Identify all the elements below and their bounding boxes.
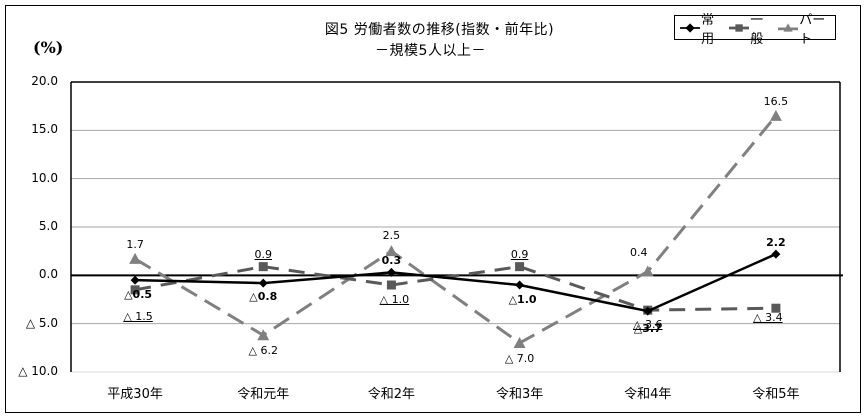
series-layer: [129, 109, 782, 348]
data-label: △3.7: [633, 322, 662, 336]
y-axis-unit-label: (%): [33, 38, 64, 57]
data-label: △ 3.4: [753, 311, 783, 325]
series-line-1: [134, 265, 776, 312]
data-label: 2.5: [382, 229, 401, 243]
data-label: 0.4: [630, 246, 648, 260]
data-label: 0.3: [381, 254, 402, 268]
square-marker-icon: [130, 285, 140, 295]
data-label: △ 6.2: [248, 344, 278, 358]
y-tick-label: △ 10.0: [18, 364, 58, 378]
data-label: 0.9: [510, 247, 529, 261]
data-label: △ 3.6: [633, 318, 663, 332]
square-marker-icon: [729, 23, 750, 32]
diamond-marker-icon: [130, 275, 140, 285]
legend-item-general: 一般: [729, 9, 774, 47]
y-tick-label: 20.0: [31, 74, 58, 88]
legend-label: 常用: [701, 12, 715, 47]
data-label: △0.8: [249, 290, 278, 304]
chart-frame: [5, 5, 861, 413]
x-tick-label: 令和2年: [367, 387, 416, 402]
triangle-marker-icon: [385, 245, 398, 257]
y-tick-label: 0.0: [38, 267, 58, 282]
triangle-marker-icon: [257, 329, 270, 341]
x-tick-label: 令和4年: [624, 387, 672, 402]
y-tick-label: △ 5.0: [25, 315, 58, 330]
chart-subtitle: －規模5人以上－: [375, 43, 486, 59]
data-label: 16.5: [763, 94, 789, 108]
legend-label: パート: [799, 12, 826, 47]
square-marker-icon: [771, 303, 781, 313]
x-tick-label: 令和3年: [495, 387, 544, 402]
data-label: △ 1.0: [379, 293, 410, 306]
triangle-marker-icon: [513, 337, 526, 348]
square-marker-icon: [515, 262, 525, 272]
data-label: △1.0: [508, 293, 537, 306]
x-tick-label: 平成30年: [107, 387, 163, 402]
data-label: △ 1.5: [123, 309, 153, 323]
x-tick-label: 令和5年: [752, 387, 800, 402]
series-line-2: [134, 114, 778, 345]
square-marker-icon: [258, 262, 268, 272]
triangle-marker-icon: [641, 265, 654, 277]
diamond-marker-icon: [386, 267, 396, 277]
legend: 常用 一般 パート: [674, 13, 836, 47]
data-label: 1.7: [126, 237, 144, 251]
y-tick-label: 5.0: [38, 219, 58, 233]
diamond-marker-icon: [771, 249, 781, 259]
diamond-marker-icon: [643, 306, 653, 316]
gridlines: [71, 81, 840, 373]
data-label: 2.2: [766, 236, 786, 250]
triangle-marker-icon: [769, 109, 782, 121]
y-tick-label: 15.0: [31, 122, 58, 137]
legend-label: 一般: [750, 12, 764, 47]
legend-item-regular: 常用: [680, 9, 725, 47]
diamond-marker-icon: [515, 280, 525, 290]
series-line-0: [135, 252, 777, 313]
square-marker-icon: [386, 280, 396, 290]
diamond-marker-icon: [680, 22, 701, 33]
data-label: 0.9: [254, 247, 273, 261]
triangle-marker-icon: [778, 22, 799, 32]
triangle-marker-icon: [129, 252, 142, 264]
data-label: △ 7.0: [504, 352, 535, 365]
x-tick-label: 令和元年: [237, 387, 290, 402]
chart-title: 図5 労働者数の推移(指数・前年比): [324, 22, 555, 38]
legend-item-parttime: パート: [778, 9, 835, 47]
data-label: △0.5: [124, 288, 153, 302]
diamond-marker-icon: [258, 278, 268, 288]
y-tick-label: 10.0: [31, 170, 58, 185]
